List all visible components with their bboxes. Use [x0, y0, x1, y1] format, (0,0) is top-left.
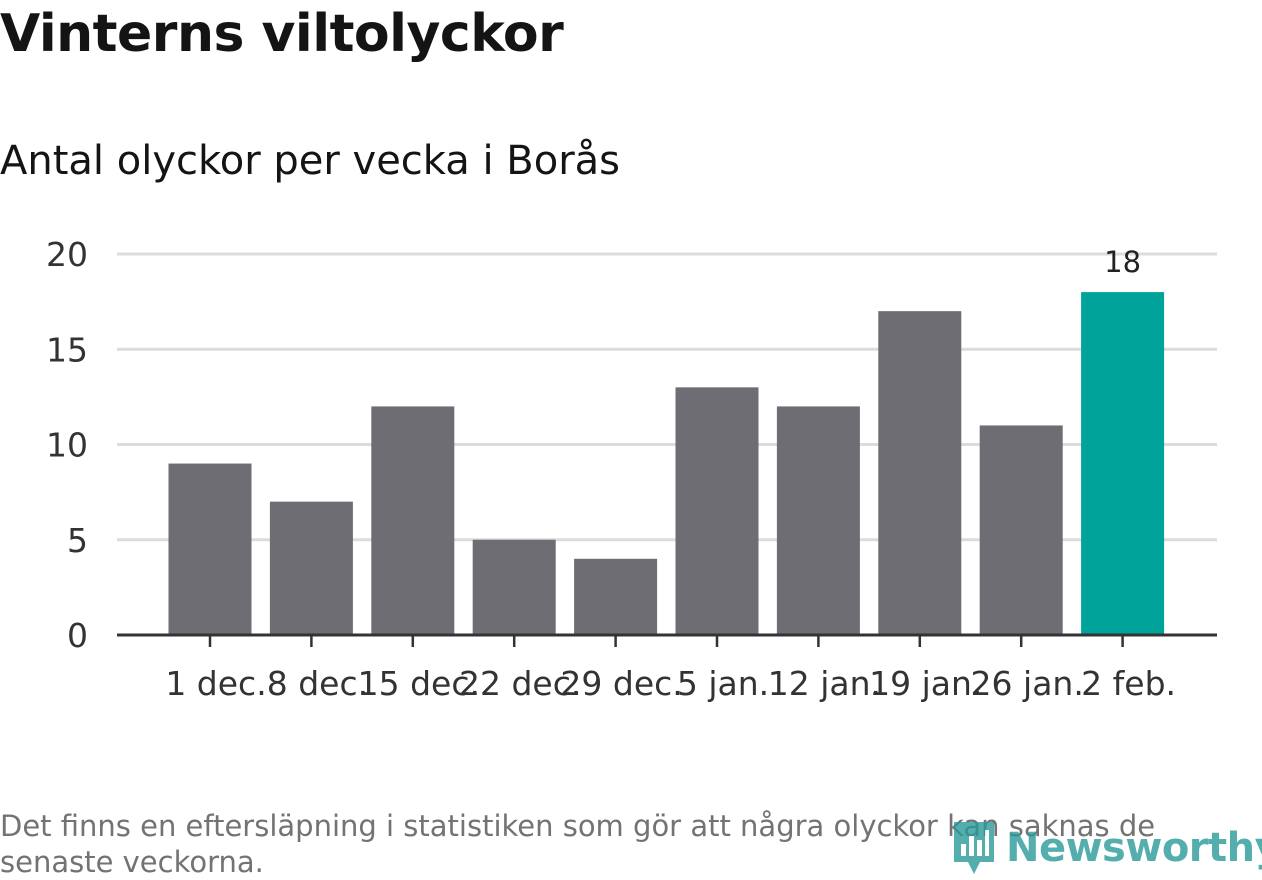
bar: [675, 387, 759, 635]
x-tick-label: 19 jan.: [869, 664, 982, 703]
y-tick-label: 20: [46, 235, 88, 274]
bars: [168, 292, 1165, 635]
x-tick-label: 15 dec.: [358, 664, 480, 703]
data-label: 18: [1104, 245, 1141, 279]
bar: [878, 311, 962, 635]
bar: [371, 406, 455, 635]
x-tick-label: 2 feb.: [1081, 664, 1176, 703]
bar: [269, 501, 353, 635]
bar: [776, 406, 860, 635]
logo-text: Newsworthy: [1006, 825, 1262, 871]
y-tick-label: 0: [67, 616, 88, 655]
data-labels: 18: [1104, 245, 1141, 279]
y-axis-ticks: 0 5 10 15 20: [46, 235, 88, 655]
newsworthy-logo: Newsworthy: [950, 818, 1262, 878]
bar: [574, 558, 658, 635]
x-tick-label: 1 dec.: [165, 664, 266, 703]
bar: [1081, 292, 1165, 635]
y-tick-label: 10: [46, 426, 88, 465]
y-tick-label: 5: [67, 521, 88, 560]
chart-subtitle: Antal olyckor per vecka i Borås: [0, 138, 621, 184]
bar: [979, 425, 1063, 635]
y-tick-label: 15: [46, 330, 88, 369]
chart-title: Vinterns viltolyckor: [0, 4, 564, 64]
x-tick-label: 5 jan.: [677, 664, 769, 703]
bar: [168, 463, 252, 635]
bar-chart: 0 5 10 15 20 1 dec. 8 dec.15 dec.22 dec.29 de…: [46, 235, 1217, 703]
x-tick-label: 26 jan.: [971, 664, 1084, 703]
bar-chart-pin-icon: [954, 822, 994, 874]
x-tick-label: 29 dec.: [560, 664, 682, 703]
x-tick-label: 8 dec.: [267, 664, 368, 703]
x-tick-label: 22 dec.: [459, 664, 581, 703]
bar: [472, 539, 556, 635]
x-axis-ticks: 1 dec. 8 dec.15 dec.22 dec.29 dec.5 jan.1…: [165, 635, 1176, 703]
x-tick-label: 12 jan.: [768, 664, 881, 703]
